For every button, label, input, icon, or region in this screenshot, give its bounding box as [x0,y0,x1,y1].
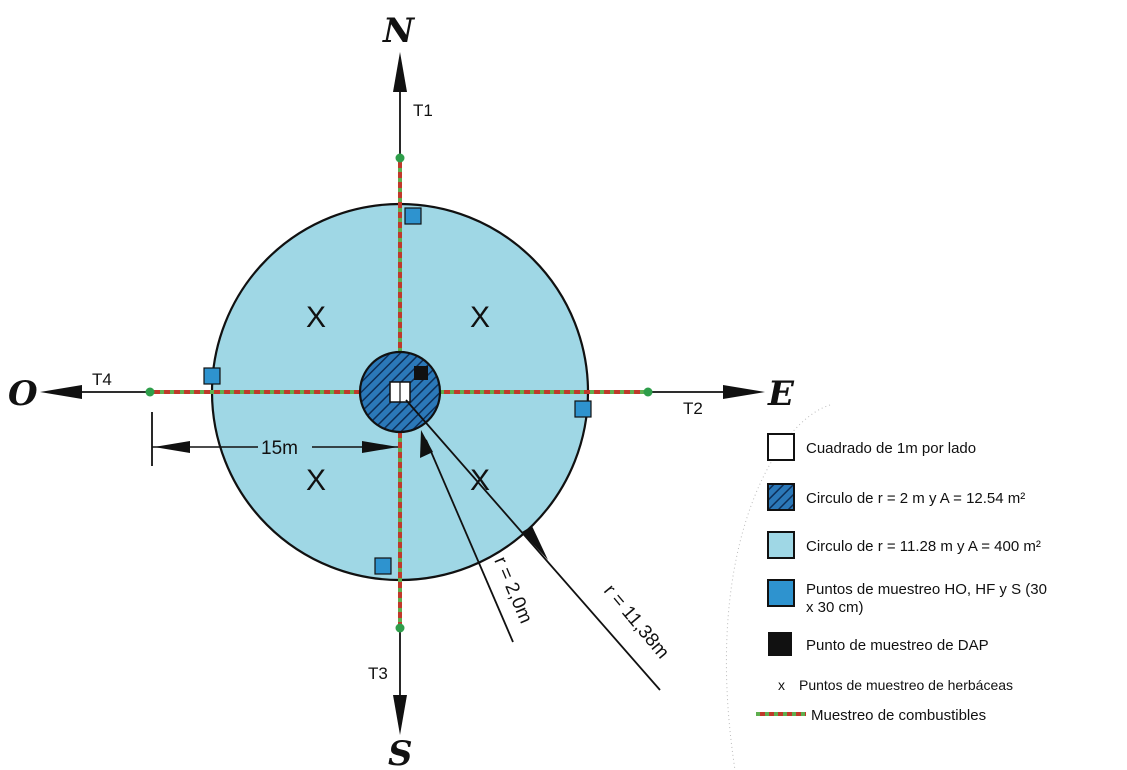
transect-dot-west [145,387,155,397]
legend-square-label: Cuadrado de 1m por lado [806,440,976,457]
legend-boundary-arc [726,404,831,770]
sample-square-west [203,367,221,385]
legend-dap-label: Punto de muestreo de DAP [806,637,989,654]
legend-hatched-label: Circulo de r = 2 m y A = 12.54 m² [806,490,1025,507]
transect-label-t4: T4 [92,370,112,389]
transect-dot-north [395,153,405,163]
legend-sample-points-icon [767,579,795,607]
legend-sample-points-label-2: x 30 cm) [806,599,864,616]
herb-mark-se: X [470,464,490,497]
west-arrowhead [40,385,82,399]
legend-herb-label: Puntos de muestreo de herbáceas [799,677,1013,693]
herb-mark-nw: X [306,301,326,334]
herb-mark-sw: X [306,464,326,497]
legend: Cuadrado de 1m por lado Circulo de r = 2… [756,433,1047,724]
sample-square-east [574,400,592,418]
legend-large-circle-label: Circulo de r = 11.28 m y A = 400 m² [806,538,1041,555]
legend-sample-points-label-1: Puntos de muestreo HO, HF y S (30 [806,581,1047,598]
large-radius-arrow [405,399,661,691]
transect-label-t3: T3 [368,664,388,683]
compass-north: N [382,11,416,51]
distance-label: 15m [261,438,298,459]
legend-dap-icon [768,632,792,656]
east-arrowhead [723,385,765,399]
legend-fuel-label: Muestreo de combustibles [811,707,986,724]
small-radius-arrow [420,430,514,643]
sample-square-south [374,557,392,575]
transect-label-t2: T2 [683,399,703,418]
sample-square-north [404,207,422,225]
transect-dot-east [643,387,653,397]
compass-west: O [8,374,38,414]
distance-dimension [151,412,398,466]
compass-east: E [767,374,795,414]
legend-large-circle-icon [767,531,795,559]
herb-mark-ne: X [470,301,490,334]
legend-hatched-icon [767,483,795,511]
small-radius-label: r = 2,0m [489,554,536,627]
legend-herb-symbol: x [778,677,785,693]
transect-dot-south [395,623,405,633]
transect-label-t1: T1 [413,101,433,120]
large-radius-label: r = 11,38m [599,581,673,663]
south-arrowhead [393,695,407,735]
compass-south: S [388,734,413,770]
north-arrowhead [393,52,407,92]
legend-square-icon [767,433,795,461]
dap-point [414,366,428,380]
